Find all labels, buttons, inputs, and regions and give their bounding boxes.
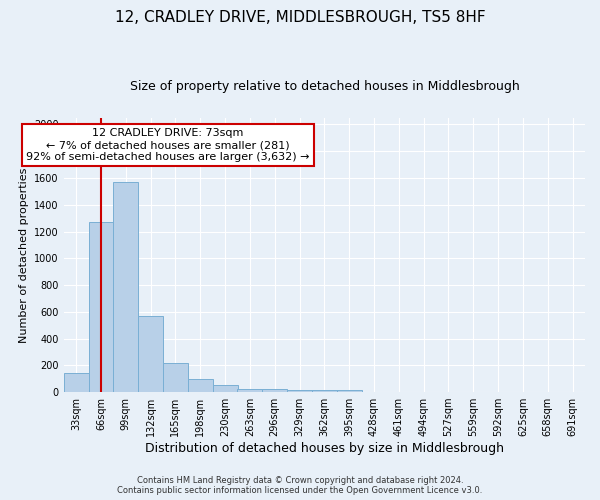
Text: 12, CRADLEY DRIVE, MIDDLESBROUGH, TS5 8HF: 12, CRADLEY DRIVE, MIDDLESBROUGH, TS5 8H…: [115, 10, 485, 25]
Bar: [337, 390, 362, 392]
Bar: [212, 386, 238, 392]
Y-axis label: Number of detached properties: Number of detached properties: [19, 167, 29, 342]
Title: Size of property relative to detached houses in Middlesbrough: Size of property relative to detached ho…: [130, 80, 519, 93]
Bar: [89, 222, 113, 392]
Bar: [312, 390, 337, 392]
Bar: [64, 374, 89, 392]
Bar: [262, 390, 287, 392]
Bar: [238, 388, 262, 392]
X-axis label: Distribution of detached houses by size in Middlesbrough: Distribution of detached houses by size …: [145, 442, 504, 455]
Bar: [113, 182, 138, 392]
Bar: [287, 390, 312, 392]
Bar: [188, 378, 212, 392]
Text: 12 CRADLEY DRIVE: 73sqm
← 7% of detached houses are smaller (281)
92% of semi-de: 12 CRADLEY DRIVE: 73sqm ← 7% of detached…: [26, 128, 310, 162]
Bar: [138, 316, 163, 392]
Text: Contains HM Land Registry data © Crown copyright and database right 2024.
Contai: Contains HM Land Registry data © Crown c…: [118, 476, 482, 495]
Bar: [163, 364, 188, 392]
